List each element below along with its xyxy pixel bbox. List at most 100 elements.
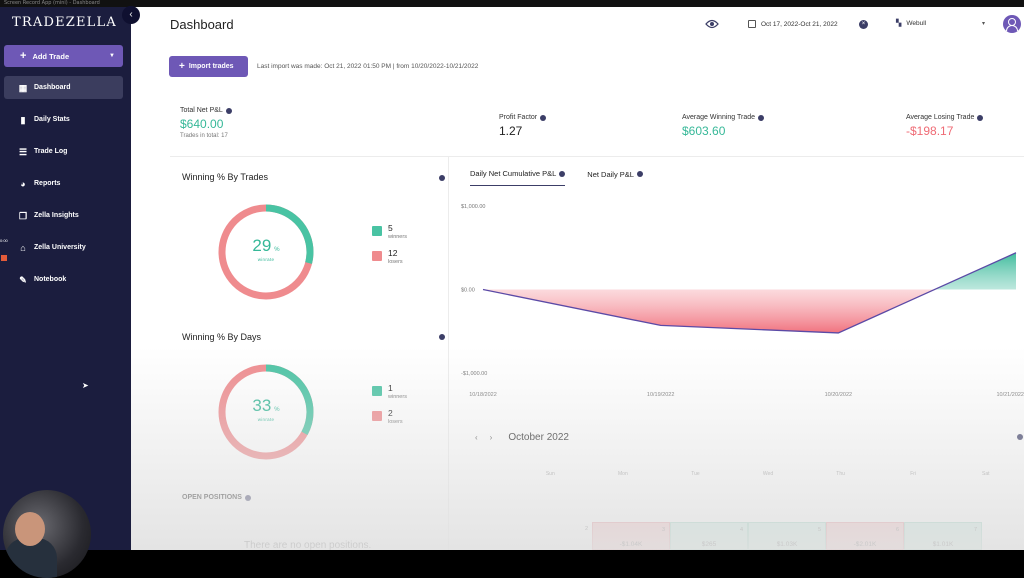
- tab-daily-net-cumulative-pnl[interactable]: Daily Net Cumulative P&L: [470, 169, 566, 186]
- loss-area: [483, 289, 1016, 333]
- calendar-day-number: 5: [817, 527, 821, 533]
- calendar-day-cell[interactable]: 3 -$1.04K: [592, 522, 670, 550]
- winners-label: winners: [388, 234, 407, 240]
- import-trades-button[interactable]: + Import trades: [169, 56, 248, 77]
- stat-label: Average Winning Trade: [682, 114, 756, 121]
- winrate-percent: 29: [252, 236, 272, 255]
- info-icon[interactable]: [559, 170, 566, 177]
- calendar-day-cell[interactable]: 4 $265: [670, 522, 748, 550]
- calendar-header: ‹ › October 2022: [475, 432, 569, 443]
- sidebar-item-label: Zella Insights: [34, 212, 79, 219]
- import-trades-label: Import trades: [188, 63, 234, 70]
- grid-icon: ▚: [896, 20, 902, 27]
- info-icon[interactable]: [225, 107, 232, 114]
- sidebar-item-zella-university[interactable]: ⌂ Zella University: [4, 236, 123, 259]
- divider: [448, 157, 449, 550]
- account-select[interactable]: ▚ Webull ▾: [896, 19, 989, 28]
- date-range-picker[interactable]: Oct 17, 2022-Oct 21, 2022: [748, 20, 838, 28]
- no-open-positions-text: There are no open positions.: [244, 540, 372, 550]
- info-icon[interactable]: [758, 114, 765, 121]
- winrate-arc: [218, 204, 314, 300]
- next-month-icon[interactable]: ›: [489, 433, 493, 442]
- caret-down-icon[interactable]: ▼: [109, 53, 115, 59]
- stat-average-winning-trade: Average Winning Trade $603.60: [682, 114, 765, 138]
- stat-label: Total Net P&L: [180, 107, 223, 114]
- webcam-overlay: [3, 490, 91, 578]
- main-content: Dashboard Oct 17, 2022-Oct 21, 2022 × ▚ …: [131, 7, 1024, 550]
- calendar-day-cell[interactable]: 8: [982, 522, 1024, 550]
- calendar-weekdays: Sun Mon Tue Wed Thu Fri Sat: [514, 471, 1022, 477]
- calendar-day-cell[interactable]: 2: [514, 522, 592, 550]
- x-tick-label: 10/18/2022: [469, 392, 497, 398]
- date-range-label: Oct 17, 2022-Oct 21, 2022: [761, 20, 838, 28]
- tab-label: Daily Net Cumulative P&L: [470, 169, 557, 178]
- info-icon[interactable]: [439, 334, 445, 340]
- chevron-down-icon: ▾: [981, 20, 985, 27]
- winners-count: 1: [388, 383, 393, 393]
- winrate-percent: 33: [252, 396, 272, 415]
- stat-value: $640.00: [180, 117, 224, 131]
- sidebar: TRADEZELLA + Add Trade ▼ ▦ Dashboard ▮ D…: [0, 7, 131, 550]
- add-trade-button[interactable]: + Add Trade ▼: [4, 45, 123, 67]
- winning-by-days-donut: 33% winrate: [216, 362, 316, 462]
- calendar-day-pnl: -$2.01K: [853, 541, 877, 548]
- divider: [170, 156, 1024, 157]
- losers-label: losers: [388, 259, 403, 265]
- calendar-day-number: 7: [973, 527, 977, 533]
- calendar-day-cell[interactable]: 6 -$2.01K: [826, 522, 904, 550]
- cumulative-pnl-chart: $1,000.00 $0.00 -$1,000.00 10/18/2022 10/19/…: [461, 204, 1024, 398]
- weekday: Thu: [836, 471, 845, 477]
- info-icon[interactable]: [244, 494, 251, 501]
- sidebar-item-reports[interactable]: ◕ Reports: [4, 172, 123, 195]
- profit-area: [483, 252, 1016, 290]
- y-tick-label: $0.00: [461, 288, 475, 294]
- info-icon[interactable]: [977, 114, 984, 121]
- sidebar-item-label: Reports: [34, 180, 61, 187]
- calendar-day-cell[interactable]: 5 $1.03K: [748, 522, 826, 550]
- calendar-day-number: 3: [661, 527, 665, 533]
- losers-swatch: [372, 411, 382, 421]
- stat-label: Average Losing Trade: [906, 114, 975, 121]
- calendar-week-row: 2 3 -$1.04K 4 $265 5 $1.03K 6 -$2.01K 7 $1.01K 8: [514, 522, 1024, 550]
- calendar-day-pnl: $1.03K: [776, 541, 798, 548]
- weekday: Tue: [691, 471, 700, 477]
- window-title-bar: Screen Record App (mini) - Dashboard: [0, 0, 1024, 7]
- losers-count: 2: [388, 408, 393, 418]
- winning-by-days-legend: 1 winners 2 losers: [372, 383, 407, 433]
- prev-month-icon[interactable]: ‹: [475, 433, 478, 442]
- pie-chart-icon: ◕: [20, 178, 26, 189]
- sidebar-item-trade-log[interactable]: ☰ Trade Log: [4, 140, 123, 163]
- calendar-day-cell[interactable]: 7 $1.01K: [904, 522, 982, 550]
- info-icon[interactable]: [439, 175, 445, 181]
- add-trade-label: Add Trade: [32, 51, 70, 61]
- weekday: Fri: [910, 471, 917, 477]
- sidebar-item-daily-stats[interactable]: ▮ Daily Stats: [4, 108, 123, 131]
- sidebar-nav: ▦ Dashboard ▮ Daily Stats ☰ Trade Log ◕ …: [4, 76, 123, 300]
- sidebar-item-zella-insights[interactable]: ❐ Zella Insights: [4, 204, 123, 227]
- stat-total-net-pnl: Total Net P&L $640.00 Trades in total: 1…: [180, 107, 232, 139]
- winrate-caption: winrate: [257, 417, 275, 422]
- sidebar-item-dashboard[interactable]: ▦ Dashboard: [4, 76, 123, 99]
- tab-net-daily-pnl[interactable]: Net Daily P&L: [587, 169, 643, 186]
- notebook-icon: ✎: [19, 274, 27, 285]
- plus-icon: +: [20, 50, 27, 62]
- percent-sign: %: [274, 247, 280, 253]
- user-avatar[interactable]: [1003, 15, 1021, 33]
- chart-tabs: Daily Net Cumulative P&L Net Daily P&L: [470, 169, 665, 186]
- calendar-icon: [748, 20, 756, 28]
- info-icon[interactable]: [636, 171, 643, 177]
- sidebar-item-notebook[interactable]: ✎ Notebook: [4, 268, 123, 291]
- collapse-sidebar-button[interactable]: ‹: [122, 6, 140, 24]
- open-positions-label: OPEN POSITIONS: [182, 494, 242, 501]
- sidebar-item-label: Trade Log: [34, 148, 68, 155]
- y-tick-label: $1,000.00: [461, 204, 485, 210]
- winning-by-trades-title: Winning % By Trades: [182, 172, 269, 182]
- clear-date-icon[interactable]: ×: [859, 20, 868, 29]
- info-icon[interactable]: [540, 114, 547, 121]
- eye-icon[interactable]: [705, 18, 719, 30]
- dashboard-icon: ▦: [18, 82, 28, 93]
- winning-by-days-title: Winning % By Days: [182, 332, 262, 342]
- info-icon[interactable]: [1017, 434, 1023, 440]
- tab-label: Net Daily P&L: [587, 169, 634, 179]
- list-icon: ☰: [18, 146, 28, 157]
